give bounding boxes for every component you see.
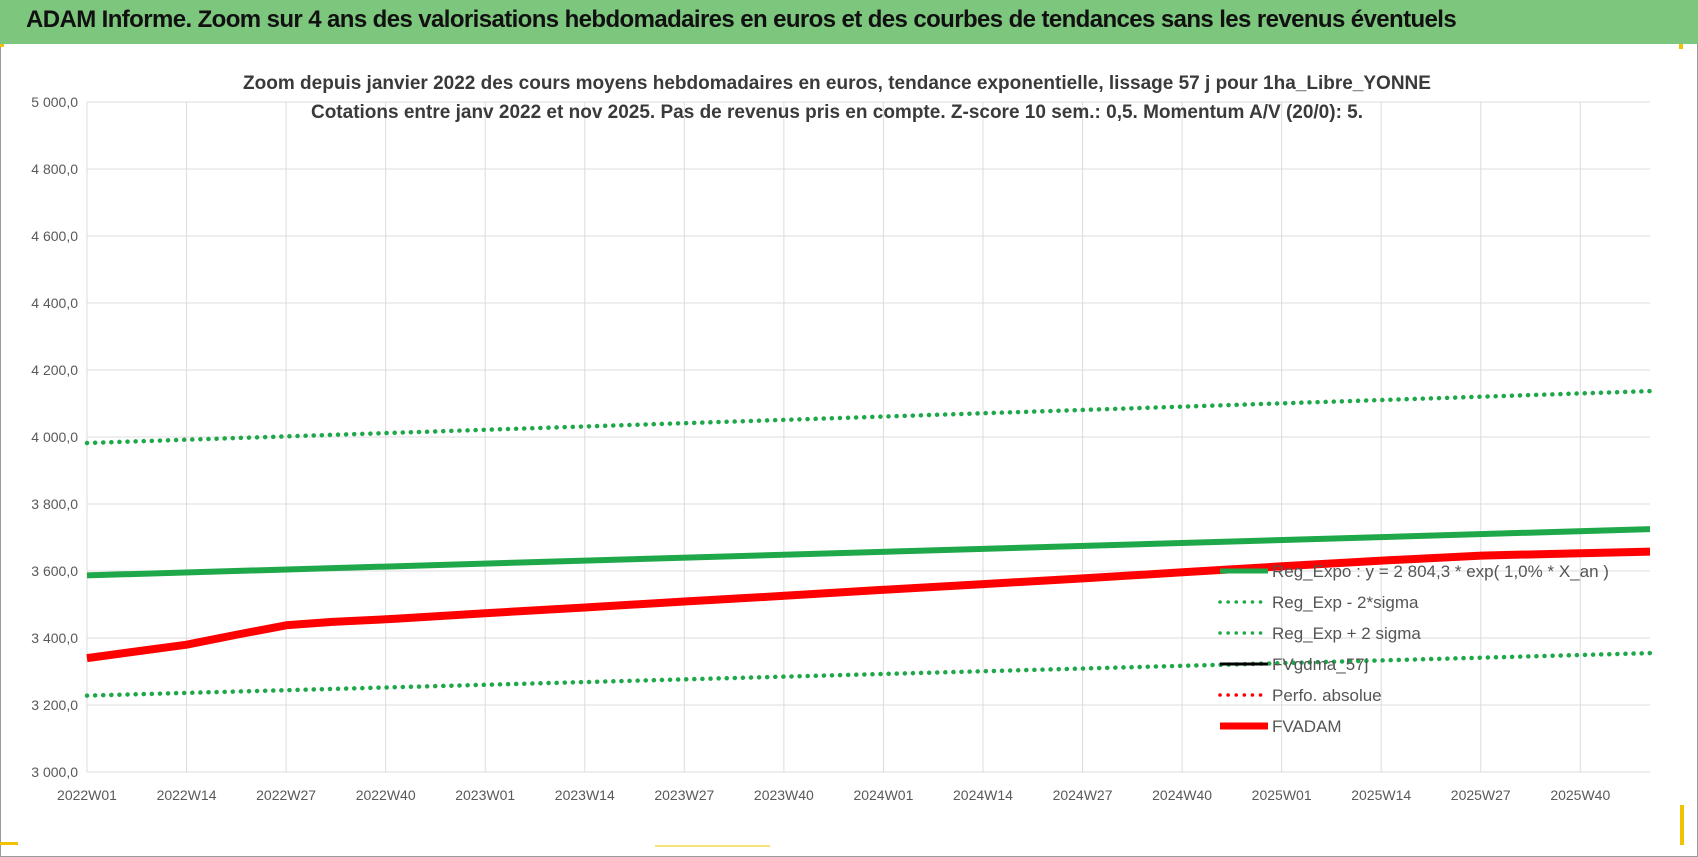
x-tick-label: 2023W27 xyxy=(654,787,714,803)
x-tick-label: 2023W14 xyxy=(555,787,615,803)
x-tick-label: 2025W01 xyxy=(1252,787,1312,803)
legend-label: Reg_Expo : y = 2 804,3 * exp( 1,0% * X_a… xyxy=(1272,562,1609,581)
grid xyxy=(86,101,1650,773)
axes: 3 000,0 3 200,0 3 400,0 3 600,0 3 800,0 4 000… xyxy=(31,94,1610,803)
chart-title: Zoom depuis janvier 2022 des cours moyen… xyxy=(243,73,1431,94)
x-tick-label: 2024W40 xyxy=(1152,787,1212,803)
y-tick-label: 3 400,0 xyxy=(31,630,78,646)
chart-subtitle: Cotations entre janv 2022 et nov 2025. P… xyxy=(311,102,1363,123)
x-tick-label: 2022W27 xyxy=(256,787,316,803)
y-tick-label: 4 800,0 xyxy=(31,161,78,177)
x-tick-label: 2022W40 xyxy=(356,787,416,803)
y-tick-label: 4 400,0 xyxy=(31,295,78,311)
series-line-1 xyxy=(84,650,1653,698)
x-tick-label: 2022W01 xyxy=(57,787,117,803)
y-tick-label: 3 800,0 xyxy=(31,496,78,512)
series-line-2 xyxy=(84,388,1653,446)
line-chart: 3 000,0 3 200,0 3 400,0 3 600,0 3 800,0 4 000… xyxy=(31,73,1653,803)
y-tick-label: 4 600,0 xyxy=(31,228,78,244)
corner-mark-top-right xyxy=(1679,44,1683,49)
x-tick-label: 2025W27 xyxy=(1451,787,1511,803)
title-banner: ADAM Informe. Zoom sur 4 ans des valoris… xyxy=(0,0,1698,44)
x-tick-label: 2023W40 xyxy=(754,787,814,803)
legend-label: FVADAM xyxy=(1272,717,1342,736)
y-tick-label: 3 600,0 xyxy=(31,563,78,579)
y-tick-label: 4 000,0 xyxy=(31,429,78,445)
x-tick-label: 2024W14 xyxy=(953,787,1013,803)
series xyxy=(84,388,1653,698)
legend: Reg_Expo : y = 2 804,3 * exp( 1,0% * X_a… xyxy=(1218,562,1609,736)
x-tick-label: 2023W01 xyxy=(455,787,515,803)
y-tick-label: 4 200,0 xyxy=(31,362,78,378)
legend-label: FVgdma_57j xyxy=(1272,655,1368,674)
corner-mark-top-left xyxy=(0,44,4,47)
y-tick-label: 3 000,0 xyxy=(31,764,78,780)
corner-mark-bottom-right xyxy=(1680,805,1684,845)
bottom-handle-mark xyxy=(655,845,770,847)
series-line-5 xyxy=(86,547,1651,663)
x-tick-label: 2024W01 xyxy=(853,787,913,803)
x-tick-label: 2022W14 xyxy=(157,787,217,803)
legend-label: Reg_Exp - 2*sigma xyxy=(1272,593,1419,612)
x-tick-label: 2025W14 xyxy=(1351,787,1411,803)
legend-label: Perfo. absolue xyxy=(1272,686,1382,705)
x-tick-label: 2025W40 xyxy=(1550,787,1610,803)
legend-label: Reg_Exp + 2 sigma xyxy=(1272,624,1421,643)
report-title: ADAM Informe. Zoom sur 4 ans des valoris… xyxy=(26,6,1457,33)
series-line-0 xyxy=(86,526,1651,579)
corner-mark-bottom-left xyxy=(0,842,18,845)
x-tick-label: 2024W27 xyxy=(1053,787,1113,803)
y-tick-label: 5 000,0 xyxy=(31,94,78,110)
y-tick-label: 3 200,0 xyxy=(31,697,78,713)
